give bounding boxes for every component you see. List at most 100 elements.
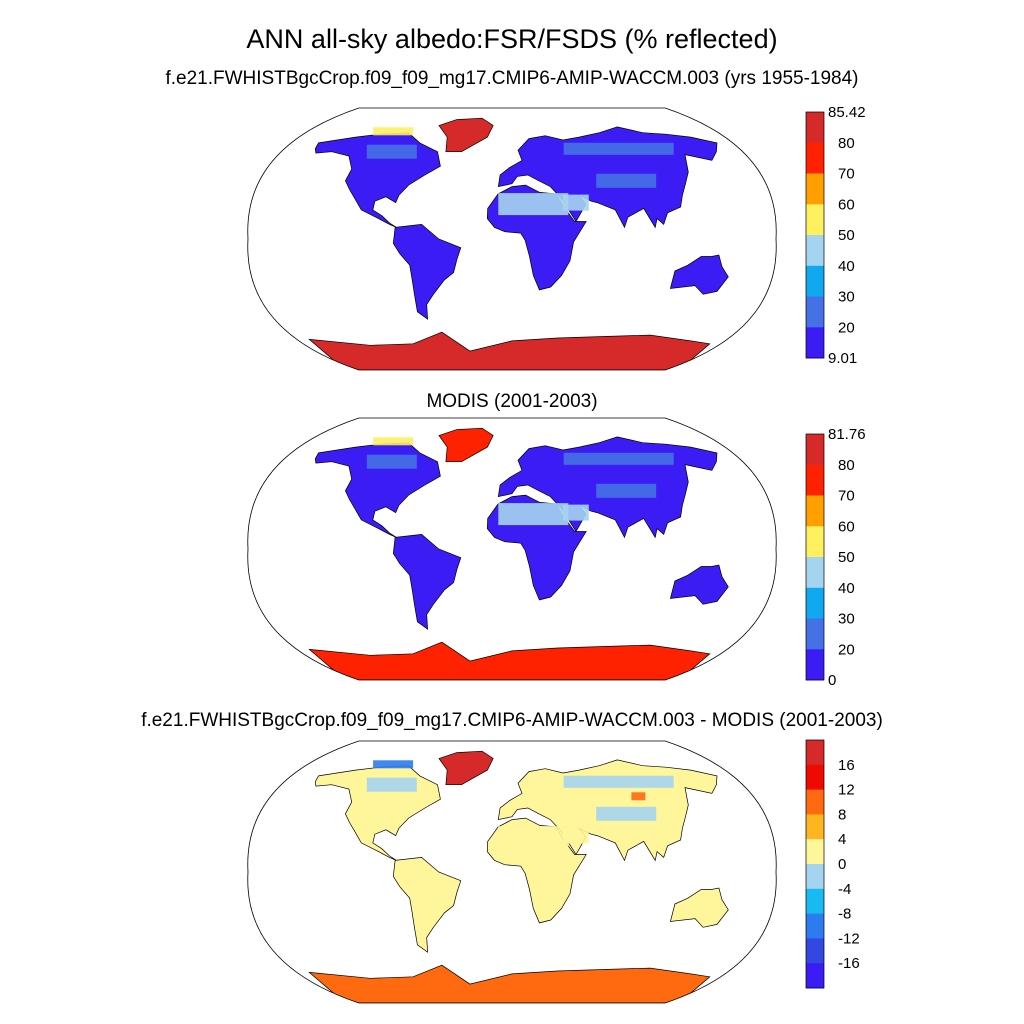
colorbar-border [805,111,825,359]
colorbar-tick-label: 81.76 [828,426,866,443]
colorbar-swatch [806,789,824,815]
colorbar-border [805,433,825,681]
colorbar-tick-label: 30 [838,611,855,628]
central-asia-patch [596,173,657,188]
central-asia-patch [596,483,657,498]
central-asia-patch [596,806,657,821]
panel-title-model: f.e21.FWHISTBgcCrop.f09_f09_mg17.CMIP6-A… [165,68,859,89]
colorbar-tick-label: 40 [838,258,855,275]
continents [247,741,777,1003]
siberia-patch [563,775,674,788]
asia-warm-patch [631,792,646,801]
continents [247,108,777,370]
arabia-patch [562,827,589,844]
colorbar-swatch [806,526,824,558]
colorbar-tick-label: 70 [838,488,855,505]
colorbar-swatch [806,938,824,964]
map-frame [247,417,777,681]
canada-patch [366,454,417,469]
continent-greenland [438,117,494,153]
continent-australia [669,564,729,605]
colorbar-swatch [806,112,824,144]
colorbar-tick-label: 80 [838,457,855,474]
colorbar-diff: 16 12 8 4 0 -4 -8 -12 -16 [805,739,860,989]
colorbar-model: 85.42 80 70 60 50 40 30 20 9.01 [805,104,866,367]
arabia-patch [562,194,589,211]
colorbar-tick-label: -12 [838,930,860,947]
colorbar-swatch [806,587,824,619]
colorbar-tick-label: 80 [838,135,855,152]
arctic-islands-patch [373,437,414,446]
colorbar-swatch [806,888,824,914]
panel-title-diff: f.e21.FWHISTBgcCrop.f09_f09_mg17.CMIP6-A… [141,710,883,731]
colorbar-tick-label: 20 [838,319,855,336]
colorbar-tick-label: 60 [838,196,855,213]
siberia-patch [563,452,674,465]
colorbar-swatch [806,963,824,989]
colorbar-swatch [806,235,824,267]
arabia-patch [562,504,589,521]
colorbar-tick-label: -4 [838,881,851,898]
colorbar-swatch [806,618,824,650]
panel-title-obs: MODIS (2001-2003) [426,391,598,412]
colorbar-swatch [806,464,824,496]
colorbar-tick-label: -16 [838,955,860,972]
colorbar-tick-label: 30 [838,289,855,306]
colorbar-swatch [806,649,824,681]
colorbar-tick-label: 4 [838,831,846,848]
colorbar-tick-label: 12 [838,782,855,799]
colorbar-tick-label: 16 [838,757,855,774]
map-frame [247,740,777,1004]
colorbar-tick-label: 0 [838,856,846,873]
colorbar-swatch [806,327,824,359]
continent-greenland [438,427,494,463]
colorbar-swatch [806,764,824,790]
canada-patch [366,144,417,159]
colorbar-tick-label: -8 [838,906,851,923]
colorbar-swatch [806,265,824,297]
colorbar-swatch [806,740,824,766]
figure-title: ANN all-sky albedo:FSR/FSDS (% reflected… [246,24,778,54]
colorbar-swatch [806,434,824,466]
colorbar-tick-label: 20 [838,641,855,658]
greenland-warm-patch [458,762,478,773]
sahara-patch [498,193,569,216]
colorbar-swatch [806,204,824,236]
colorbar-tick-label: 8 [838,806,846,823]
colorbar-swatch [806,495,824,527]
sahara-patch [498,826,569,849]
map-frame [247,107,777,371]
continent-southAmerica [392,224,462,320]
continent-southAmerica [392,857,462,953]
continents [247,418,777,680]
map-panel-model: 85.42 80 70 60 50 40 30 20 9.01 [247,104,866,371]
colorbar-tick-label: 0 [828,672,836,689]
colorbar-tick-label: 85.42 [828,104,866,121]
colorbar-swatch [806,173,824,205]
arctic-islands-patch [373,127,414,136]
colorbar-border [805,739,825,989]
continent-southAmerica [392,534,462,630]
colorbar-swatch [806,913,824,939]
canada-patch [366,777,417,792]
continent-australia [669,887,729,928]
colorbar-tick-label: 9.01 [828,350,857,367]
map-panel-diff: 16 12 8 4 0 -4 -8 -12 -16 [247,739,860,1004]
colorbar-swatch [806,814,824,840]
colorbar-tick-label: 60 [838,518,855,535]
colorbar-obs: 81.76 80 70 60 50 40 30 200 [805,426,866,689]
colorbar-tick-label: 40 [838,580,855,597]
map-panel-obs: 81.76 80 70 60 50 40 30 200 [247,417,866,689]
colorbar-tick-label: 70 [838,166,855,183]
continent-australia [669,254,729,295]
colorbar-tick-label: 50 [838,227,855,244]
colorbar-swatch [806,557,824,589]
colorbar-tick-label: 50 [838,549,855,566]
sahara-patch [498,503,569,526]
arctic-islands-patch [373,760,414,769]
colorbar-swatch [806,839,824,865]
colorbar-swatch [806,142,824,174]
siberia-patch [563,142,674,155]
colorbar-swatch [806,864,824,890]
colorbar-swatch [806,296,824,328]
